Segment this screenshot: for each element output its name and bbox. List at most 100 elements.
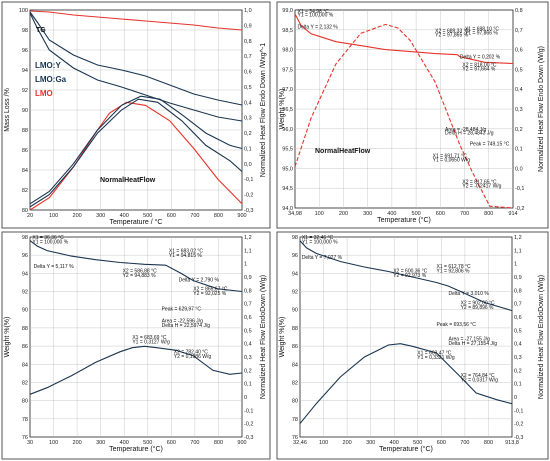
x-tick-label: 913,8 xyxy=(505,440,519,446)
y-left-tick-label: 76 xyxy=(22,435,28,441)
annotation-label: Y1 = 97,866 % xyxy=(465,31,498,37)
y-right-tick-label: 0,9 xyxy=(514,275,522,281)
y-right-tick-label: 0,2 xyxy=(244,368,252,374)
x-tick-label: 400 xyxy=(390,440,399,446)
y-right-tick-label: 0,1 xyxy=(244,382,252,388)
y-right-tick-label: -0,1 xyxy=(514,408,523,414)
x-tick-label: 100 xyxy=(49,213,58,219)
heat-flow-label: NormalHeatFlow xyxy=(315,148,371,155)
y-left-tick-label: 80 xyxy=(22,208,28,214)
x-tick-label: 300 xyxy=(96,213,105,219)
annotation-label: X2 = 902,00 °C xyxy=(461,300,495,306)
annotation-label: Y1 = 100,000 % xyxy=(297,13,333,19)
y-left-tick-label: 80 xyxy=(22,399,28,405)
x-tick-label: 200 xyxy=(73,213,82,219)
annotation-label: Y2 = 92,973 % xyxy=(393,273,426,279)
y-left-tick-label: 99,0 xyxy=(282,8,293,14)
y-right-tick-label: 0,8 xyxy=(514,288,522,294)
annotation-label: Peak = 629,97 °C xyxy=(162,307,202,313)
y-right-tick-label: 1 xyxy=(514,262,517,268)
panel-top-right: 34,98 100 200 300 400 500 600 700 800 914 94,0 94,5… xyxy=(276,1,549,229)
legend-entry: LMO:Y xyxy=(35,61,61,70)
x-tick-label: 100 xyxy=(49,440,58,446)
y-right-tick-label: 0,6 xyxy=(514,315,522,321)
x-tick-label: 900 xyxy=(237,440,246,446)
annotation-label: Y2 = 97,865 % xyxy=(435,33,468,39)
y-right-tick-label: 0,0 xyxy=(244,162,252,168)
y-right-tick-label: 0,5 xyxy=(244,85,252,91)
y-right-tick-label: 0,3 xyxy=(515,107,523,113)
y-right-tick-label: 1,2 xyxy=(244,235,252,241)
annotation-label: Delta H = 27,1554 J/g xyxy=(449,341,498,347)
panel-bottom-left: 30 100 200 300 400 500 600 700 800 90076788082848… xyxy=(1,231,271,460)
y-left-tick-label: 80 xyxy=(292,399,298,405)
annotation-label: X1 = 683,02 °C xyxy=(169,248,203,254)
x-tick-label: 100 xyxy=(315,211,324,217)
y-left-tick-label: 78 xyxy=(22,417,28,423)
y-right-axis-label: Normalized Heat Flow EndoDown (W/g) xyxy=(260,275,267,399)
y-left-tick-label: 86 xyxy=(22,148,28,154)
annotation-label: X2 = 586,88 °C xyxy=(123,268,157,274)
x-tick-label: 600 xyxy=(167,440,176,446)
y-left-tick-label: 78 xyxy=(292,417,298,423)
y-left-tick-label: 92 xyxy=(292,290,298,296)
y-right-tick-label: 0,4 xyxy=(514,342,522,348)
y-left-tick-label: 98 xyxy=(292,235,298,241)
y-left-tick-label: 98 xyxy=(22,235,28,241)
y-left-tick-label: 94,5 xyxy=(282,186,293,192)
annotation-label: X1 = 36,36 °C xyxy=(32,235,64,241)
panel-bottom-right: 32,46 100 200 300 400 500 600 700 800 913,8767880… xyxy=(276,231,549,460)
legend-entry: LMO xyxy=(35,89,53,98)
series-line-curve-hf xyxy=(29,345,243,395)
annotation-label: Delta Y = 3,010 % xyxy=(449,291,490,297)
annotation-label: X1 = 32,46 °C xyxy=(302,235,334,241)
annotation-label: Area = -22,596 J/g xyxy=(162,318,203,324)
x-tick-label: 700 xyxy=(460,211,469,217)
y-right-tick-label: 0,2 xyxy=(244,131,252,137)
series-line-lmo-tg xyxy=(29,10,243,31)
y-left-axis-label: Weight %(%) xyxy=(4,317,11,358)
y-right-tick-label: 1,1 xyxy=(514,248,522,254)
annotation-label: Y1 = 0,3321 W/g xyxy=(417,355,455,361)
x-tick-label: 500 xyxy=(412,211,421,217)
annotation-label: Y1 = 0,3127 W/g xyxy=(132,339,170,345)
annotation-label: X1 = 612,78 °C xyxy=(437,264,471,270)
y-left-tick-label: 98,0 xyxy=(282,48,293,54)
y-right-tick-label: -0,2 xyxy=(244,193,253,199)
legend-entry: LMO:Ga xyxy=(35,75,67,84)
annotation-label: Peak = 693,56 °C xyxy=(437,322,477,328)
x-tick-label: 914 xyxy=(508,211,517,217)
y-left-tick-label: 96 xyxy=(22,48,28,54)
y-right-tick-label: -0,3 xyxy=(244,435,253,441)
y-left-tick-label: 90 xyxy=(22,308,28,314)
annotation-label: X1 = 603,47 °C xyxy=(417,350,451,356)
y-left-tick-label: 97,0 xyxy=(282,87,293,93)
y-left-tick-label: 97,5 xyxy=(282,67,293,73)
annotation-label: X1 = 691,71 °C xyxy=(433,154,467,160)
tg-label: TG xyxy=(36,27,46,34)
y-left-tick-label: 98,5 xyxy=(282,28,293,34)
x-tick-label: 800 xyxy=(484,211,493,217)
y-right-tick-label: 0,3 xyxy=(514,355,522,361)
y-left-tick-label: 92 xyxy=(22,290,28,296)
annotation-label: Area = -27,155 J/g xyxy=(449,337,490,343)
x-tick-label: 500 xyxy=(413,440,422,446)
annotation-label: Delta Y = 2,790 % xyxy=(179,278,220,284)
x-tick-label: 500 xyxy=(143,213,152,219)
annotation-label: X2 = 689,33 °C xyxy=(435,29,469,35)
y-right-tick-label: 0,3 xyxy=(244,116,252,122)
x-tick-label: 34,98 xyxy=(288,211,302,217)
plot-area xyxy=(299,236,513,438)
x-tick-label: 900 xyxy=(237,213,246,219)
panel-top-left: 20 100 200 300 400 500 600 700 800 900 80 82 84 86 88 9… xyxy=(1,1,271,229)
y-right-tick-label: 0,7 xyxy=(514,302,522,308)
y-right-axis-label: Normalized Heat Flow Endo Down (W/g) xyxy=(538,46,545,172)
y-left-tick-label: 92 xyxy=(22,88,28,94)
heat-flow-label: NormalHeatFlow xyxy=(100,177,156,184)
y-right-tick-label: 0,2 xyxy=(515,127,523,133)
annotation-label: Y2 = 97,664 % xyxy=(462,67,495,73)
y-right-tick-label: 0,7 xyxy=(244,54,252,60)
y-left-tick-label: 82 xyxy=(22,380,28,386)
annotation-label: Y1 = 92,806 % xyxy=(437,268,470,274)
